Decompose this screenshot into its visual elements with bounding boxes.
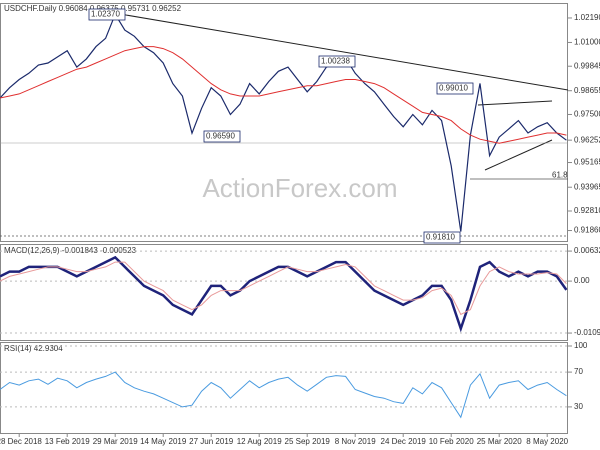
x-tick-label: 8 Nov 2019 xyxy=(335,437,376,446)
series-line xyxy=(0,255,568,333)
y-tick-label: -0.010939 xyxy=(574,328,600,337)
annotation: 0.99010 xyxy=(439,84,468,93)
x-tick-label: 29 Mar 2019 xyxy=(93,437,138,446)
y-tick-label: 0.93965 xyxy=(574,182,600,191)
x-tick-label: 27 Jun 2019 xyxy=(189,437,234,446)
annotation-box xyxy=(318,55,356,68)
y-tick-label: 70 xyxy=(574,367,583,376)
x-tick-label: 25 Mar 2020 xyxy=(477,437,522,446)
x-tick-label: 24 Dec 2019 xyxy=(381,437,427,446)
series-line xyxy=(0,46,567,144)
x-tick-label: 13 Feb 2019 xyxy=(45,437,90,446)
series-line xyxy=(0,371,567,419)
annotation: 61.8 xyxy=(552,171,568,180)
annotation: 1.00238 xyxy=(321,57,350,66)
y-tick-label: 1.02190 xyxy=(574,13,600,22)
y-tick-label: 30 xyxy=(574,402,583,411)
watermark: ActionForex.com xyxy=(202,173,397,203)
x-tick-label: 28 Dec 2018 xyxy=(0,437,42,446)
annotation-box xyxy=(423,231,461,244)
triangle-upper xyxy=(477,100,553,106)
series-line xyxy=(0,261,567,316)
annotation-box xyxy=(203,130,241,143)
y-tick-label: 0.00 xyxy=(574,276,590,285)
macd-panel xyxy=(0,244,568,341)
y-tick-label: 100 xyxy=(574,341,588,350)
y-tick-label: 0.98655 xyxy=(574,86,600,95)
annotation-box xyxy=(436,82,474,95)
trendline xyxy=(119,13,569,91)
y-tick-label: 0.95165 xyxy=(574,158,600,167)
annotation-box xyxy=(88,8,126,21)
price-panel xyxy=(0,3,568,242)
y-tick-label: 0.006321 xyxy=(574,246,600,255)
y-tick-label: 0.96252 xyxy=(574,135,600,144)
x-tick-label: 10 Feb 2020 xyxy=(429,437,474,446)
series-line xyxy=(0,12,567,232)
x-tick-label: 8 May 2020 xyxy=(526,437,568,446)
rsi-title: RSI(14) 42.9304 xyxy=(4,344,63,353)
rsi-panel xyxy=(0,342,568,434)
annotation: 1.02370 xyxy=(91,10,120,19)
x-tick-label: 25 Sep 2019 xyxy=(285,437,331,446)
annotation: 0.91810 xyxy=(426,233,455,242)
annotation: 0.96590 xyxy=(206,132,235,141)
x-tick-label: 12 Aug 2019 xyxy=(237,437,282,446)
y-tick-label: 0.91860 xyxy=(574,226,600,235)
y-tick-label: 0.99845 xyxy=(574,61,600,70)
x-tick-label: 14 May 2019 xyxy=(140,437,187,446)
triangle-lower xyxy=(484,139,553,171)
